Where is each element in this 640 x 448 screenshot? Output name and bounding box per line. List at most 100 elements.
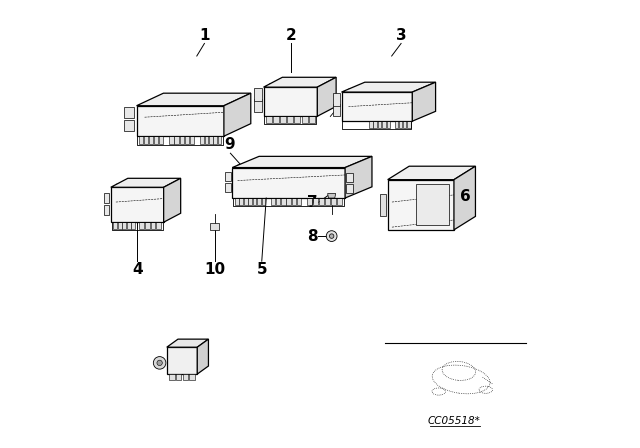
Polygon shape [294, 116, 300, 123]
Text: 8: 8 [307, 228, 317, 244]
Polygon shape [213, 136, 217, 144]
Polygon shape [122, 222, 126, 229]
Polygon shape [388, 166, 476, 180]
Polygon shape [136, 93, 251, 106]
Text: 4: 4 [132, 262, 143, 277]
Polygon shape [200, 136, 204, 144]
Polygon shape [167, 339, 209, 347]
Text: 7: 7 [307, 195, 317, 210]
Polygon shape [210, 223, 219, 230]
Polygon shape [428, 206, 434, 213]
Polygon shape [297, 198, 301, 205]
Polygon shape [442, 206, 448, 213]
Polygon shape [224, 93, 251, 136]
Polygon shape [346, 173, 353, 182]
Polygon shape [308, 116, 314, 123]
Polygon shape [113, 222, 117, 229]
Polygon shape [154, 136, 158, 144]
Polygon shape [287, 116, 293, 123]
Polygon shape [209, 136, 212, 144]
Polygon shape [205, 136, 209, 144]
Polygon shape [182, 374, 188, 380]
Polygon shape [189, 374, 195, 380]
Polygon shape [104, 193, 109, 203]
Polygon shape [169, 136, 173, 144]
Polygon shape [280, 116, 286, 123]
Polygon shape [337, 198, 342, 205]
Polygon shape [190, 136, 195, 144]
Polygon shape [373, 121, 377, 128]
Polygon shape [244, 198, 248, 205]
Polygon shape [169, 374, 175, 380]
Polygon shape [131, 222, 135, 229]
Polygon shape [225, 183, 231, 192]
Polygon shape [136, 106, 224, 136]
Polygon shape [264, 87, 317, 116]
Polygon shape [313, 198, 318, 205]
Polygon shape [317, 77, 336, 116]
Polygon shape [399, 121, 403, 128]
Polygon shape [333, 104, 340, 116]
Circle shape [154, 357, 166, 369]
Polygon shape [111, 187, 164, 222]
Circle shape [157, 360, 163, 366]
Polygon shape [180, 136, 184, 144]
Polygon shape [257, 198, 261, 205]
Polygon shape [273, 116, 279, 123]
Text: 2: 2 [286, 28, 297, 43]
Polygon shape [382, 121, 386, 128]
Polygon shape [276, 198, 280, 205]
Polygon shape [346, 184, 353, 193]
Polygon shape [140, 222, 144, 229]
Text: 10: 10 [204, 262, 225, 277]
Polygon shape [388, 180, 454, 230]
Polygon shape [416, 184, 449, 225]
Polygon shape [118, 222, 122, 229]
Polygon shape [421, 190, 428, 197]
Polygon shape [225, 172, 231, 181]
Polygon shape [266, 116, 272, 123]
Polygon shape [325, 198, 330, 205]
Polygon shape [286, 198, 291, 205]
Polygon shape [167, 347, 197, 374]
Polygon shape [319, 198, 324, 205]
Polygon shape [174, 136, 179, 144]
Polygon shape [454, 166, 476, 230]
Polygon shape [253, 99, 262, 112]
Polygon shape [218, 136, 221, 144]
Polygon shape [175, 374, 182, 380]
Polygon shape [387, 121, 390, 128]
Polygon shape [333, 93, 340, 106]
Polygon shape [264, 77, 336, 87]
Polygon shape [185, 136, 189, 144]
Polygon shape [435, 190, 441, 197]
Text: 5: 5 [257, 262, 267, 277]
Polygon shape [421, 206, 428, 213]
Polygon shape [403, 121, 406, 128]
Polygon shape [442, 190, 448, 197]
Polygon shape [428, 190, 434, 197]
Polygon shape [127, 222, 131, 229]
Polygon shape [395, 121, 398, 128]
Polygon shape [197, 339, 209, 374]
Polygon shape [124, 120, 134, 131]
Text: 1: 1 [199, 28, 210, 43]
Polygon shape [342, 92, 412, 121]
Polygon shape [139, 136, 143, 144]
Polygon shape [159, 136, 163, 144]
Circle shape [326, 231, 337, 241]
Polygon shape [281, 198, 285, 205]
Polygon shape [345, 156, 372, 198]
Polygon shape [412, 82, 436, 121]
Polygon shape [232, 156, 372, 168]
Text: 3: 3 [396, 28, 406, 43]
Polygon shape [144, 136, 148, 144]
Polygon shape [248, 198, 252, 205]
Polygon shape [104, 205, 109, 215]
Polygon shape [407, 121, 411, 128]
Polygon shape [328, 194, 335, 198]
Text: CC05518*: CC05518* [428, 416, 481, 426]
Polygon shape [380, 194, 387, 216]
Polygon shape [239, 198, 243, 205]
Polygon shape [342, 82, 436, 92]
